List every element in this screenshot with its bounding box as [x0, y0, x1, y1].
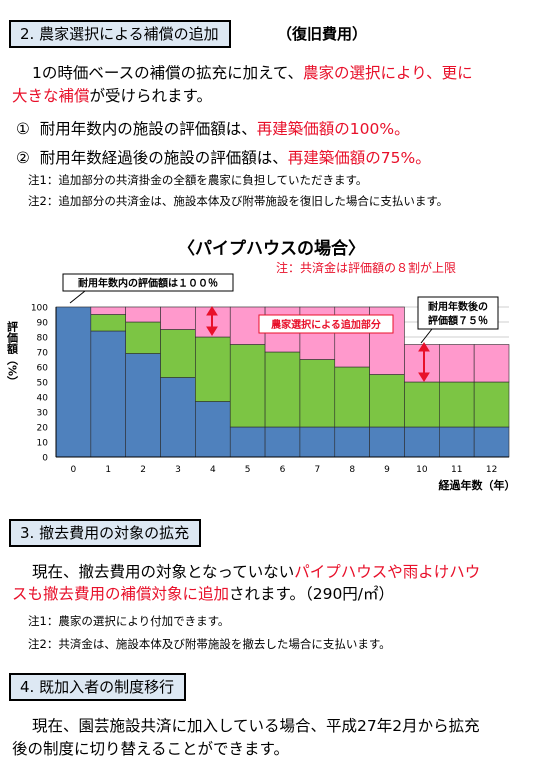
y-tick-label: 90: [37, 319, 49, 329]
x-tick-label: 9: [384, 465, 390, 475]
annotation-within-text: 耐用年数内の評価額は１００％: [78, 277, 218, 290]
x-tick-label: 8: [349, 465, 355, 475]
y-tick-labels: 0 10 20 30 40 50 60 70 80 90 100: [31, 304, 48, 464]
section-2-note-2: 注2：追加部分の共済金は、施設本体及び附帯施設を復旧した場合に支払います。: [28, 194, 449, 208]
y-tick-label: 80: [37, 334, 49, 344]
annotation-after-box: [417, 296, 499, 330]
bar-segment-2-0: [125, 353, 161, 458]
x-tick-label: 12: [486, 465, 497, 475]
annotation-after-pointer: [420, 328, 433, 344]
y-axis-label: 評価額（%）: [6, 320, 20, 387]
x-tick-label: 1: [105, 465, 111, 475]
section-4-title: 4. 既加入者の制度移行: [20, 678, 175, 696]
section-2-intro-line1: 1の時価ベースの補償の拡充に加えて、農家の選択により、更に: [32, 64, 473, 82]
bar-segment-11-2: [439, 344, 475, 383]
section-3-heading: 3. 撤去費用の対象の拡充: [9, 519, 202, 547]
section-3-note-1: 注1：農家の選択により付加できます。: [28, 614, 230, 628]
bar-segment-2-1: [125, 321, 161, 354]
x-tick-label: 5: [245, 465, 251, 475]
bar-segment-3-0: [160, 377, 196, 458]
bar-segment-12-0: [473, 426, 510, 458]
x-tick-label: 4: [210, 465, 216, 475]
bar-segment-9-1: [369, 374, 405, 428]
annotation-added-portion: 農家選択による追加部分: [258, 314, 394, 334]
y-tick-label: 70: [37, 349, 49, 359]
y-tick-label: 40: [37, 394, 49, 404]
annotation-after-line1: 耐用年数後の: [428, 300, 488, 313]
bar-segment-6-0: [264, 426, 301, 458]
annotation-added-text: 農家選択による追加部分: [271, 318, 381, 331]
x-tick-label: 2: [140, 465, 146, 475]
bar-segment-3-1: [160, 329, 196, 378]
section-2-item-2: ② 耐用年数経過後の施設の評価額は、再建築価額の75%。: [16, 149, 431, 167]
chart-title: 〈パイプハウスの場合〉: [178, 239, 365, 259]
bar-segment-10-1: [404, 381, 440, 428]
section-2-side-note: （復旧費用）: [277, 25, 368, 43]
y-tick-label: 60: [37, 364, 49, 374]
annotation-after-line2: 評価額７５％: [428, 314, 488, 327]
section-2-heading: 2. 農家選択による補償の追加: [9, 20, 231, 48]
section-2-note-1: 注1：追加部分の共済掛金の全額を農家に負担していただきます。: [28, 173, 368, 187]
bar-segment-6-1: [264, 351, 301, 428]
y-tick-label: 50: [37, 379, 49, 389]
y-tick-label: 100: [31, 304, 48, 314]
annotation-within-life: 耐用年数内の評価額は１００％: [62, 273, 234, 304]
bar-segment-3-2: [160, 306, 196, 330]
section-3-note-2: 注2：共済金は、施設本体及び附帯施設を撤去した場合に支払います。: [28, 637, 391, 651]
chart-axes: [55, 307, 509, 458]
chart-caption: 注：共済金は評価額の８割が上限: [276, 261, 457, 275]
x-tick-label: 7: [314, 465, 320, 475]
y-tick-label: 20: [37, 424, 49, 434]
bar-segment-12-1: [473, 381, 510, 428]
x-tick-label: 11: [451, 465, 462, 475]
bar-segment-8-0: [334, 426, 370, 458]
bar-segment-1-1: [90, 314, 126, 332]
bar-segment-8-1: [334, 366, 370, 428]
bar-segment-4-1: [195, 336, 231, 402]
bar-segment-11-0: [439, 426, 475, 458]
section-4-text-line1: 現在、園芸施設共済に加入している場合、平成27年2月から拡充: [32, 717, 480, 735]
x-axis-label: 経過年数（年）: [439, 478, 516, 492]
bar-segment-9-0: [369, 426, 405, 458]
section-3-text-line2: スも撤去費用の補償対象に追加されます。（290円/㎡）: [12, 585, 395, 603]
annotation-within-box: [62, 273, 234, 292]
annotation-added-box: [258, 314, 394, 334]
bar-segment-10-0: [404, 426, 440, 458]
red-double-arrow-year10: [418, 342, 430, 382]
bar-segment-7-1: [299, 359, 336, 428]
y-tick-label: 10: [37, 439, 49, 449]
bar-segment-2-2: [125, 306, 161, 323]
section-2-title: 2. 農家選択による補償の追加: [20, 25, 219, 43]
bar-segment-5-0: [229, 426, 266, 458]
red-double-arrow-year4: [206, 306, 218, 336]
bar-segment-7-0: [299, 426, 336, 458]
bar-segment-1-0: [90, 330, 126, 458]
section-4-heading: 4. 既加入者の制度移行: [9, 673, 187, 701]
section-2-intro-line2: 大きな補償が受けられます。: [12, 87, 212, 105]
section-2-item-1: ① 耐用年数内の施設の評価額は、再建築価額の100%。: [16, 120, 410, 138]
bar-segment-0-0: [55, 306, 92, 458]
x-tick-label: 10: [416, 465, 428, 475]
bar-segment-4-0: [195, 401, 231, 458]
section-4-text-line2: 後の制度に切り替えることができます。: [12, 740, 289, 758]
bar-segment-11-1: [439, 381, 475, 428]
bar-segment-1-2: [90, 306, 126, 315]
y-axis-label-text: 評価額（%）: [6, 320, 20, 387]
y-tick-label: 30: [37, 409, 49, 419]
annotation-within-pointer: [69, 290, 86, 304]
annotation-after-life: 耐用年数後の 評価額７５％: [417, 296, 499, 344]
section-3-text-line1: 現在、撤去費用の対象となっていないパイプハウスや雨よけハウ: [32, 563, 481, 581]
y-tick-label: 0: [42, 454, 48, 464]
section-3-title: 3. 撤去費用の対象の拡充: [20, 524, 190, 542]
x-tick-label: 3: [175, 465, 181, 475]
x-tick-label: 0: [71, 465, 77, 475]
x-tick-label: 6: [280, 465, 286, 475]
x-tick-labels: 0 1 2 3 4 5 6 7 8 9 10 11 12: [71, 465, 498, 475]
bar-segment-12-2: [473, 344, 510, 383]
bar-segment-5-1: [229, 344, 266, 428]
